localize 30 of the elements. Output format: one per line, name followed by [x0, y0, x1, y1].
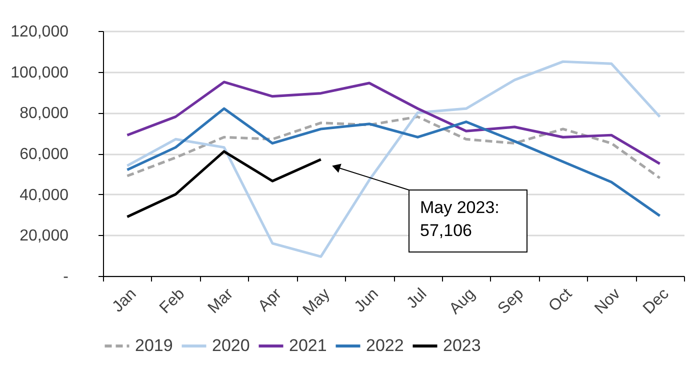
x-tick-label: Jun — [352, 286, 382, 316]
annotation: May 2023: 57,106 — [420, 198, 500, 240]
y-tick-label: 40,000 — [20, 186, 69, 204]
x-tick-label: Oct — [546, 285, 576, 316]
x-tick-label: Nov — [592, 286, 624, 318]
x-tick-label: Sep — [494, 285, 528, 318]
legend-label: 2020 — [212, 336, 250, 355]
line-series — [126, 60, 662, 258]
x-tick-label: Mar — [205, 285, 238, 318]
line-series — [126, 80, 662, 166]
x-tick-label: Dec — [640, 286, 672, 318]
y-tick-label: 100,000 — [10, 64, 69, 82]
line-series — [126, 107, 662, 218]
x-tick-label: Feb — [156, 285, 188, 318]
legend-label: 2021 — [289, 336, 327, 355]
x-tick-label: Jul — [404, 286, 430, 312]
x-tick-label: Aug — [446, 286, 479, 318]
legend-label: 2019 — [135, 336, 173, 355]
x-tick-label: Apr — [255, 285, 286, 316]
x-tick-label: May — [300, 286, 334, 319]
y-tick-label: - — [63, 268, 68, 286]
legend-label: 2023 — [443, 336, 481, 355]
legend-label: 2022 — [366, 336, 404, 355]
line-series — [126, 150, 322, 218]
line-series — [126, 115, 662, 180]
y-tick-label: 20,000 — [20, 228, 69, 245]
y-tick-label: 120,000 — [10, 24, 69, 40]
y-tick-label: 60,000 — [20, 146, 69, 163]
y-tick-label: 80,000 — [20, 105, 69, 122]
x-tick-label: Jan — [109, 286, 140, 316]
